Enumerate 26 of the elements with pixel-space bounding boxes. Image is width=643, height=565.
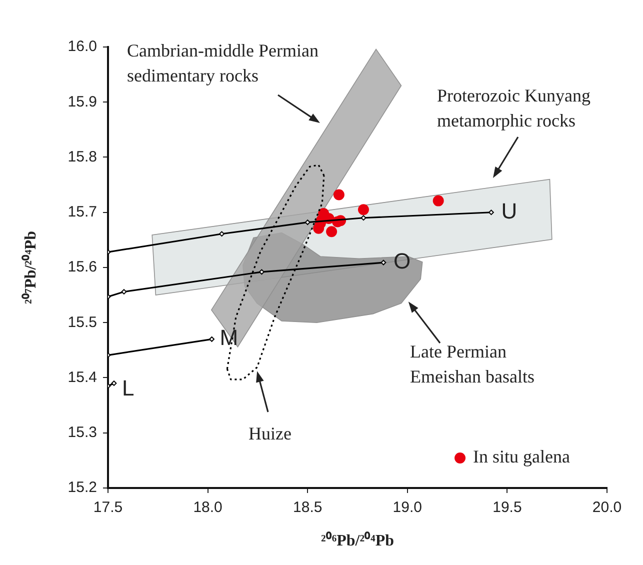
annotation: Late Permian Emeishan basalts <box>410 342 534 387</box>
annotation: L <box>122 375 134 400</box>
y-axis-title: ²⁰⁷Pb/²⁰⁴Pb <box>22 230 40 304</box>
x-tick-label: 20.0 <box>592 499 622 516</box>
y-tick-label: 16.0 <box>68 38 97 56</box>
y-tick-label: 15.9 <box>68 93 97 110</box>
y-tick-label: 15.4 <box>68 368 97 386</box>
legend-label: In situ galena <box>473 446 570 467</box>
y-tick-label: 15.6 <box>68 258 97 276</box>
x-tick-label: 19.5 <box>492 499 522 516</box>
x-axis-title: ²⁰⁶Pb/²⁰⁴Pb <box>321 532 394 550</box>
y-tick-label: 15.7 <box>68 204 97 221</box>
y-tick-label: 15.3 <box>68 424 97 442</box>
y-tick-label: 15.2 <box>68 479 97 496</box>
x-tick-label: 19.0 <box>392 499 422 516</box>
annotation: O <box>393 248 411 274</box>
y-tick-label: 15.5 <box>68 314 97 331</box>
x-tick-label: 18.0 <box>193 499 222 516</box>
x-tick-label: 17.5 <box>93 499 123 516</box>
annotation: Proterozoic Kunyang metamorphic rocks <box>437 86 590 131</box>
annotation: Huize <box>248 424 292 444</box>
x-tick-label: 18.5 <box>293 499 322 516</box>
annotation: U <box>501 198 518 224</box>
y-tick-label: 15.8 <box>68 148 97 166</box>
annotation: M <box>220 325 238 350</box>
annotation: Cambrian-middle Permian sedimentary rocks <box>127 40 318 86</box>
